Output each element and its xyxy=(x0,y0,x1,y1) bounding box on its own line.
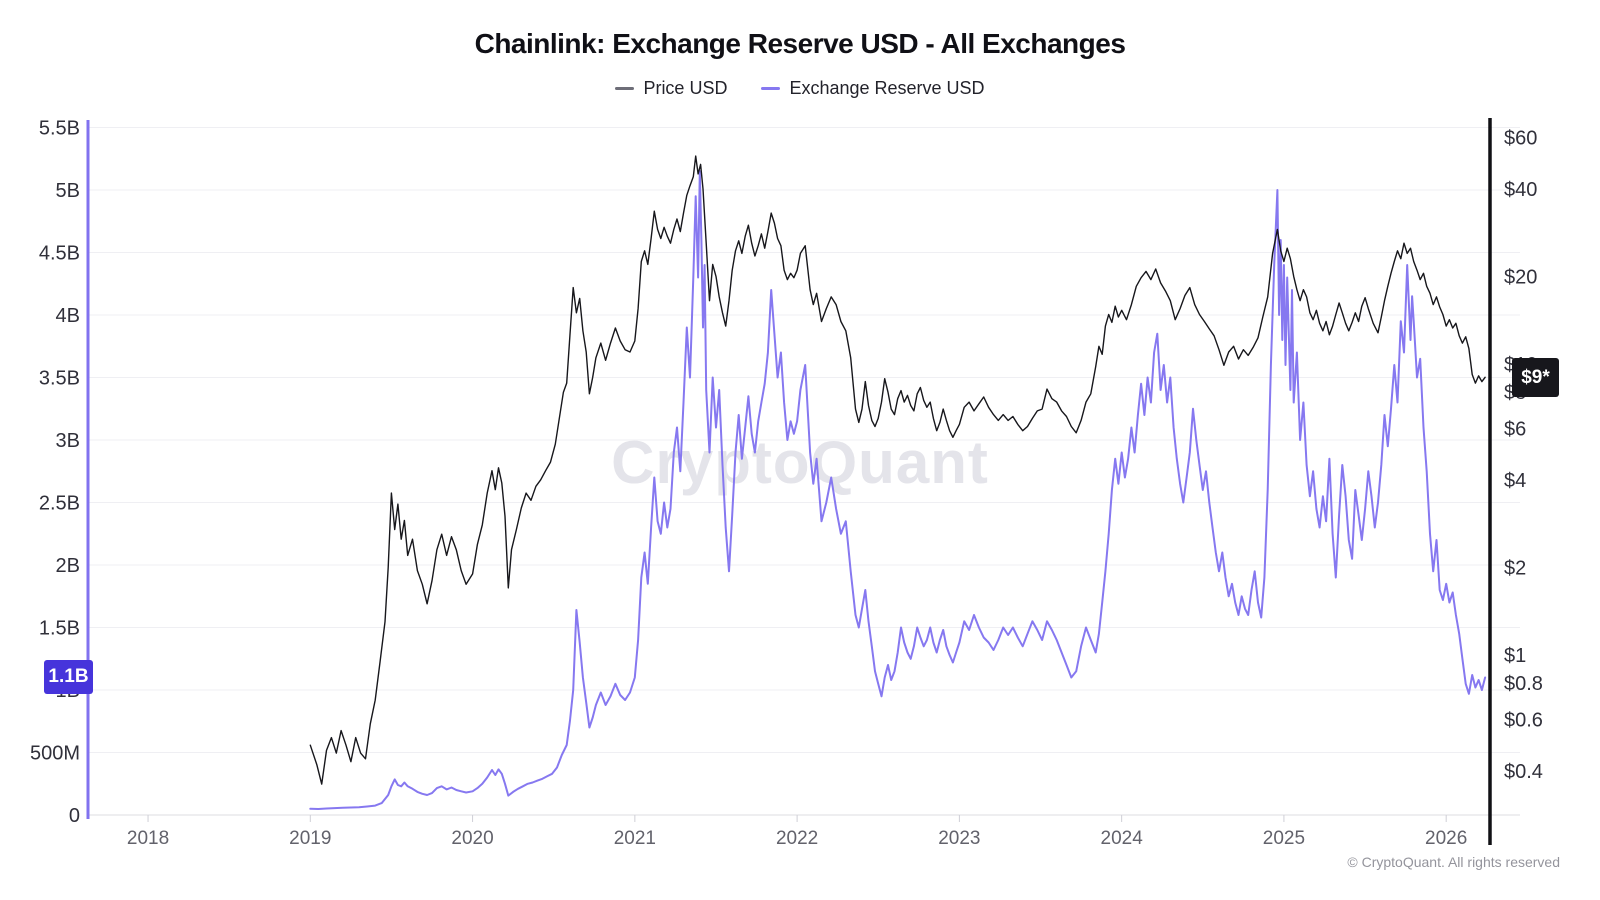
left-axis-label-2B: 2B xyxy=(56,555,80,577)
x-axis-label-2020: 2020 xyxy=(451,828,493,849)
x-axis-label-2025: 2025 xyxy=(1263,828,1305,849)
page-title: Chainlink: Exchange Reserve USD - All Ex… xyxy=(474,28,1126,59)
x-axis-label-2021: 2021 xyxy=(614,828,656,849)
left-axis-label-5.5B: 5.5B xyxy=(39,118,80,140)
legend-item-price[interactable]: Price USD xyxy=(615,78,727,99)
right-axis-label-0.6: $0.6 xyxy=(1504,710,1543,732)
left-axis-label-5B: 5B xyxy=(56,180,80,202)
legend-label-reserve: Exchange Reserve USD xyxy=(789,78,985,98)
left-axis-label-500M: 500M xyxy=(30,743,80,765)
x-axis-label-2023: 2023 xyxy=(938,828,980,849)
left-axis-label-3.5B: 3.5B xyxy=(39,368,80,390)
right-axis-label-2: $2 xyxy=(1504,557,1526,579)
left-axis-label-2.5B: 2.5B xyxy=(39,493,80,515)
copyright-note: © CryptoQuant. All rights reserved xyxy=(1347,854,1560,870)
left-axis-label-0: 0 xyxy=(69,805,80,827)
reserve-current-badge: 1.1B xyxy=(44,660,93,694)
left-axis-label-3B: 3B xyxy=(56,430,80,452)
right-axis-label-4: $4 xyxy=(1504,470,1526,492)
price-line[interactable] xyxy=(309,155,1486,785)
price-current-badge: $9* xyxy=(1512,358,1559,397)
right-axis-label-40: $40 xyxy=(1504,179,1537,201)
x-axis-label-2019: 2019 xyxy=(289,828,331,849)
left-axis-label-4B: 4B xyxy=(56,305,80,327)
price-line-swatch-icon xyxy=(615,87,635,90)
reserve-line-swatch-icon xyxy=(761,87,781,90)
right-axis-label-1: $1 xyxy=(1504,645,1526,667)
x-axis-label-2018: 2018 xyxy=(127,828,169,849)
x-axis-label-2022: 2022 xyxy=(776,828,818,849)
right-axis-label-20: $20 xyxy=(1504,266,1537,288)
legend-item-reserve[interactable]: Exchange Reserve USD xyxy=(761,78,985,99)
right-axis-label-6: $6 xyxy=(1504,419,1526,441)
x-axis-label-2026: 2026 xyxy=(1425,828,1467,849)
legend: Price USD Exchange Reserve USD xyxy=(0,78,1600,99)
right-axis-label-60: $60 xyxy=(1504,128,1537,150)
left-axis-label-1.5B: 1.5B xyxy=(39,618,80,640)
reserve-line[interactable] xyxy=(309,170,1487,810)
right-axis-label-0.8: $0.8 xyxy=(1504,673,1543,695)
right-axis-label-0.4: $0.4 xyxy=(1504,761,1543,783)
legend-label-price: Price USD xyxy=(643,78,728,98)
x-axis-label-2024: 2024 xyxy=(1101,828,1144,849)
left-axis-label-4.5B: 4.5B xyxy=(39,243,80,265)
